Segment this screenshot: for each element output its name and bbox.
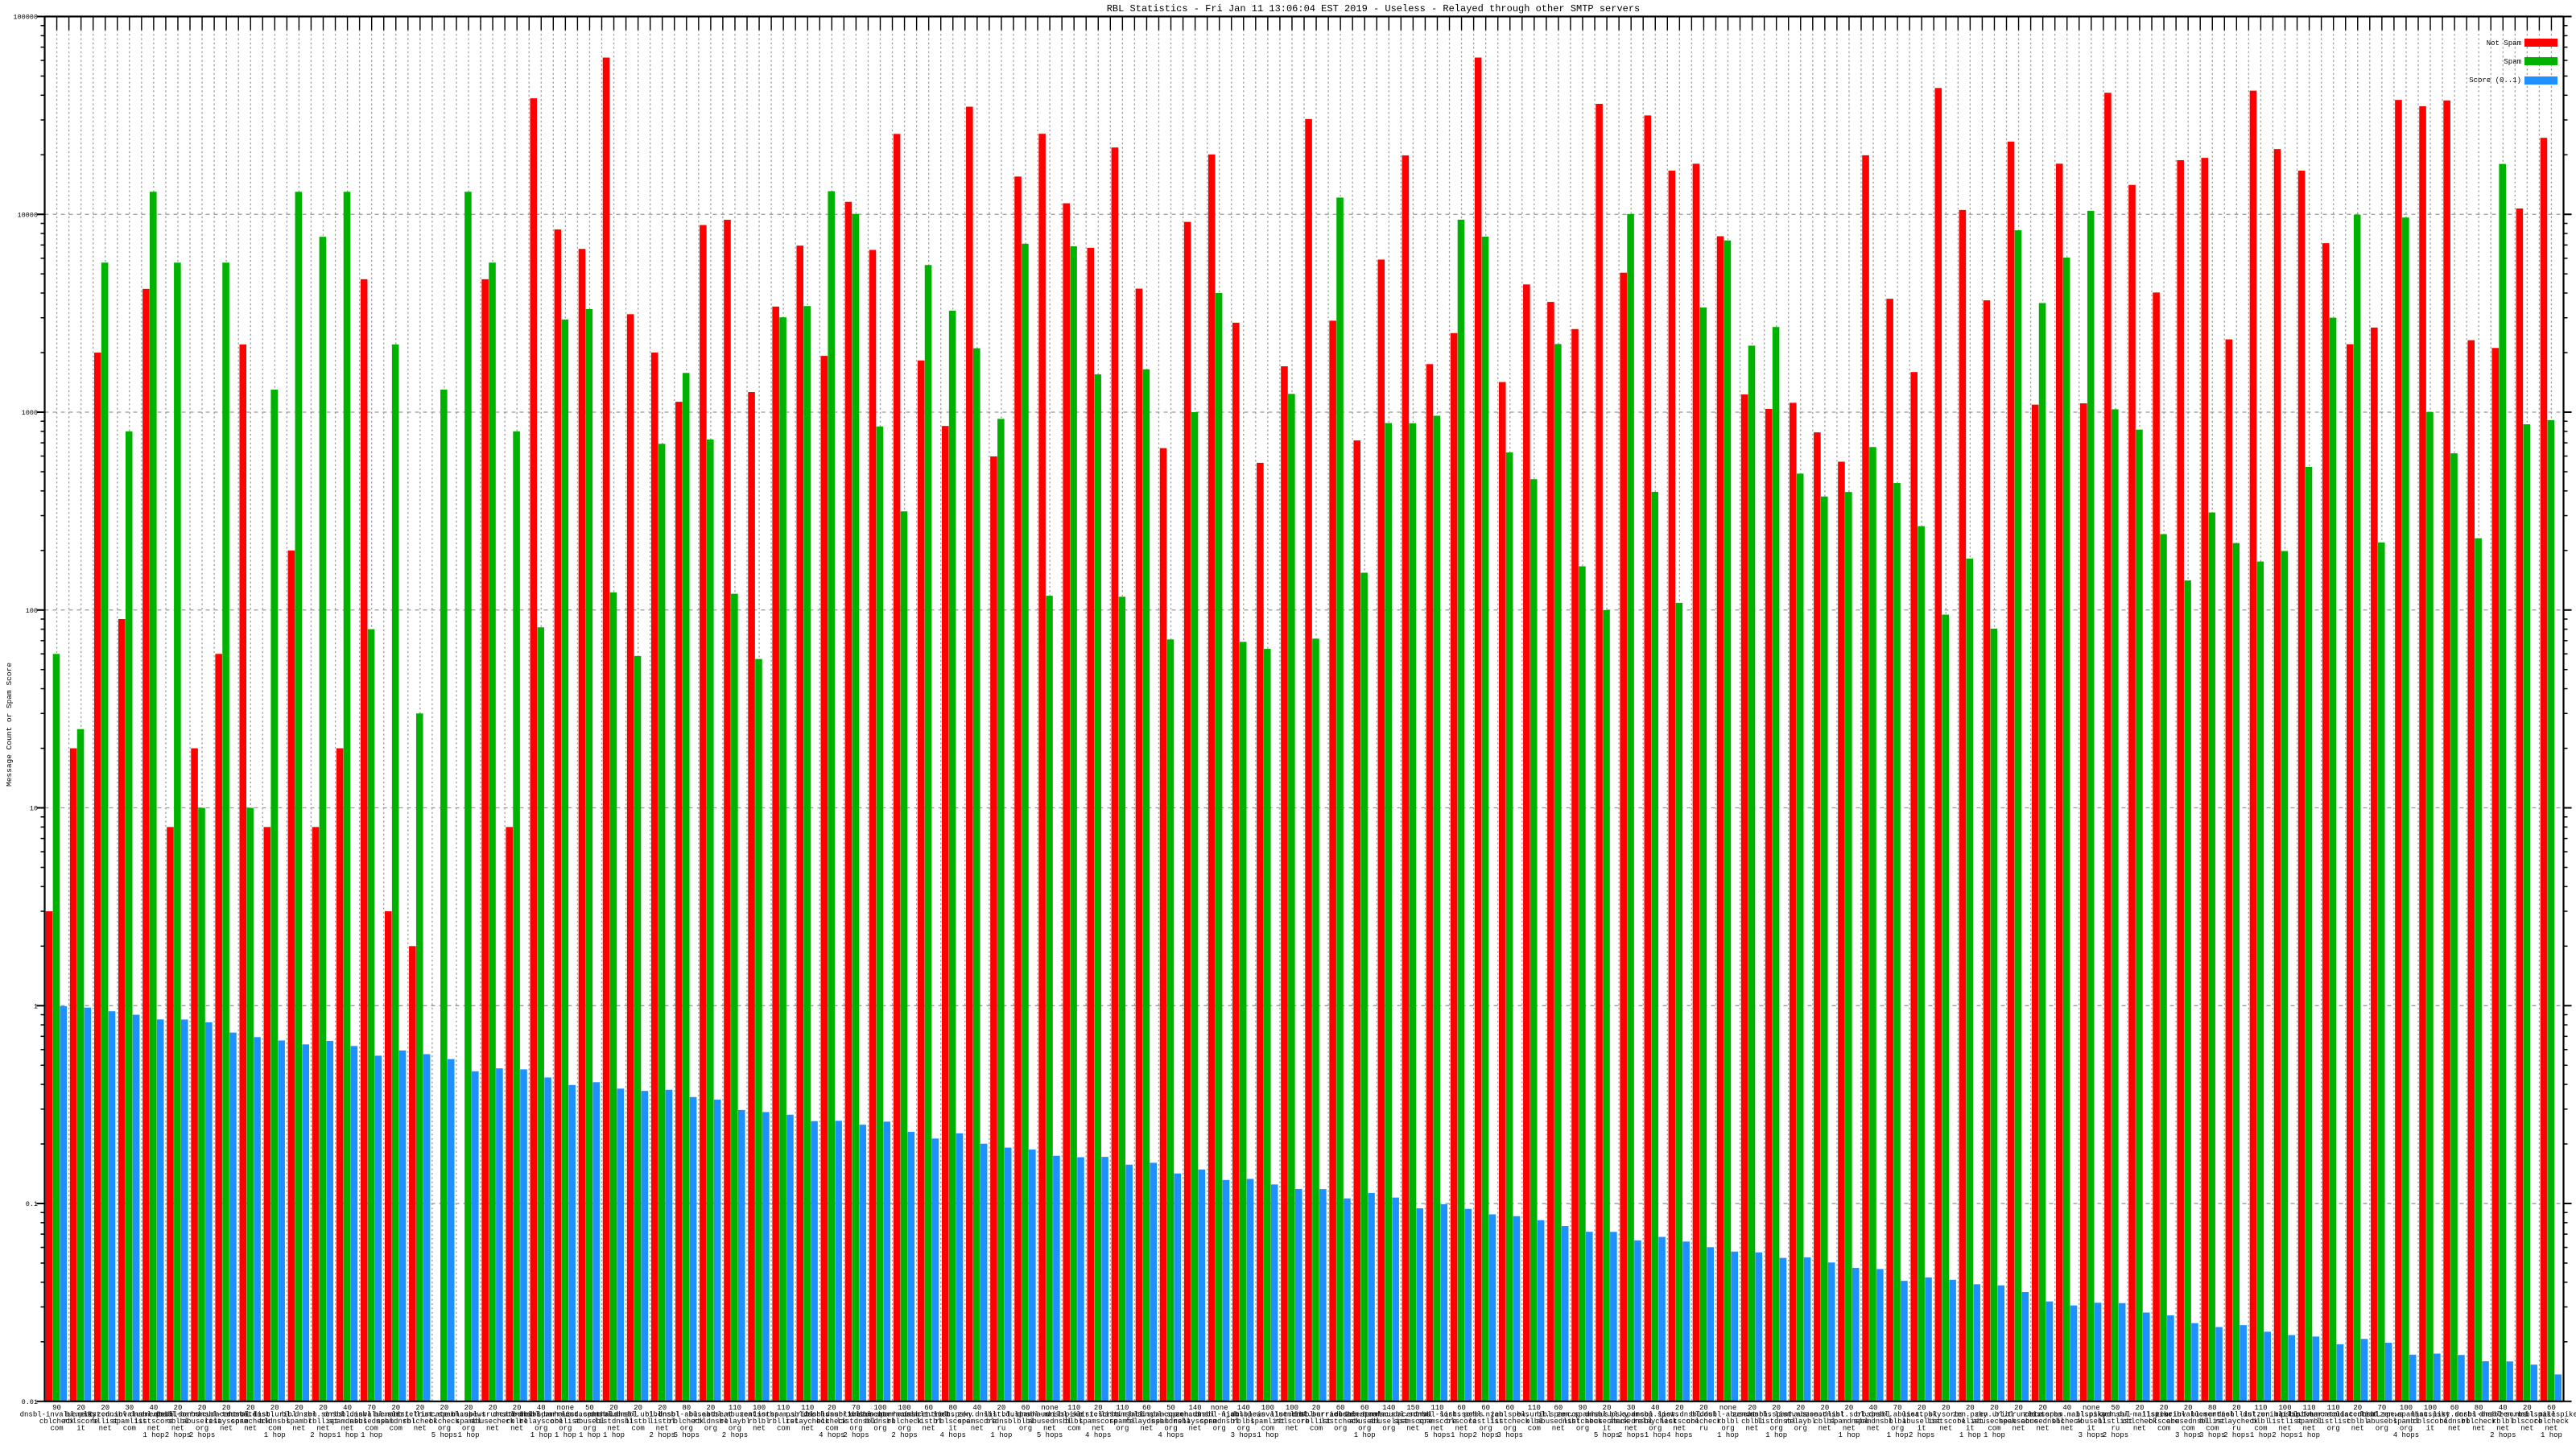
svg-text:org: org	[2327, 1424, 2340, 1432]
svg-text:Spam: Spam	[2504, 58, 2521, 66]
svg-text:2 hops: 2 hops	[650, 1431, 675, 1439]
svg-text:org: org	[1334, 1424, 1347, 1432]
svg-text:org: org	[704, 1424, 717, 1432]
svg-text:1 hop: 1 hop	[264, 1431, 286, 1439]
svg-text:1 hop: 1 hop	[1838, 1431, 1860, 1439]
svg-text:10: 10	[30, 805, 38, 813]
svg-text:2 hops: 2 hops	[891, 1431, 917, 1439]
svg-text:4 hops: 4 hops	[940, 1431, 966, 1439]
svg-text:1 hop: 1 hop	[579, 1431, 601, 1439]
svg-text:100000: 100000	[13, 14, 38, 22]
svg-text:net: net	[2448, 1424, 2461, 1432]
svg-text:Message Count or Spam Score: Message Count or Spam Score	[5, 663, 14, 786]
svg-text:net: net	[486, 1424, 499, 1432]
svg-text:Not Spam: Not Spam	[2487, 39, 2521, 47]
svg-text:2 hops: 2 hops	[2103, 1431, 2128, 1439]
svg-text:0.01: 0.01	[22, 1398, 38, 1406]
svg-text:1 hop: 1 hop	[530, 1431, 552, 1439]
svg-text:1 hop: 1 hop	[1765, 1431, 1787, 1439]
svg-text:2 hops: 2 hops	[310, 1431, 336, 1439]
svg-text:org: org	[1794, 1424, 1807, 1432]
svg-text:net: net	[292, 1424, 305, 1432]
svg-text:2 hops: 2 hops	[1618, 1431, 1644, 1439]
svg-text:net: net	[2520, 1424, 2533, 1432]
svg-text:net: net	[1867, 1424, 1880, 1432]
svg-text:1 hop: 1 hop	[1959, 1431, 1981, 1439]
svg-text:1 hop: 1 hop	[142, 1431, 164, 1439]
svg-text:2 hops: 2 hops	[189, 1431, 215, 1439]
svg-text:2 hops: 2 hops	[165, 1431, 191, 1439]
svg-text:org: org	[2376, 1424, 2388, 1432]
svg-text:2 hops: 2 hops	[2490, 1431, 2516, 1439]
svg-text:1 hop: 1 hop	[2298, 1431, 2320, 1439]
svg-text:net: net	[753, 1424, 766, 1432]
svg-text:4 hops: 4 hops	[1158, 1431, 1183, 1439]
svg-text:1000: 1000	[22, 409, 38, 417]
svg-text:net: net	[2133, 1424, 2146, 1432]
svg-text:5 hops: 5 hops	[1037, 1431, 1063, 1439]
svg-text:3 hops: 3 hops	[2199, 1431, 2225, 1439]
svg-text:com: com	[390, 1424, 402, 1432]
svg-text:net: net	[2472, 1424, 2485, 1432]
svg-text:com: com	[632, 1424, 645, 1432]
svg-text:2 hops: 2 hops	[843, 1431, 869, 1439]
svg-text:5 hops: 5 hops	[431, 1431, 457, 1439]
svg-text:4 hops: 4 hops	[1085, 1431, 1111, 1439]
svg-text:4 hops: 4 hops	[819, 1431, 844, 1439]
svg-text:net: net	[1939, 1424, 1952, 1432]
svg-text:1 hop: 1 hop	[1645, 1431, 1666, 1439]
svg-text:1 hop: 1 hop	[1887, 1431, 1909, 1439]
svg-text:1 hop: 1 hop	[1354, 1431, 1376, 1439]
svg-text:com: com	[50, 1424, 63, 1432]
svg-text:1 hop: 1 hop	[2250, 1431, 2272, 1439]
svg-text:2 hops: 2 hops	[2272, 1431, 2297, 1439]
svg-text:2 hops: 2 hops	[1472, 1431, 1498, 1439]
svg-text:1 hop: 1 hop	[555, 1431, 576, 1439]
svg-text:net: net	[244, 1424, 257, 1432]
svg-text:0.1: 0.1	[26, 1200, 38, 1208]
svg-text:1 hop: 1 hop	[1717, 1431, 1739, 1439]
svg-text:net: net	[2351, 1424, 2364, 1432]
svg-text:net: net	[2037, 1424, 2050, 1432]
svg-text:net: net	[923, 1424, 935, 1432]
svg-text:3 hops: 3 hops	[1231, 1431, 1257, 1439]
svg-text:net: net	[414, 1424, 427, 1432]
svg-text:Score (0..1): Score (0..1)	[2469, 76, 2521, 85]
svg-text:3 hops: 3 hops	[2175, 1431, 2201, 1439]
svg-text:net: net	[2061, 1424, 2074, 1432]
svg-text:3 hops: 3 hops	[1497, 1431, 1523, 1439]
svg-text:3 hops: 3 hops	[2079, 1431, 2104, 1439]
svg-text:100: 100	[26, 607, 38, 615]
svg-text:1: 1	[34, 1002, 38, 1010]
svg-text:ru: ru	[1699, 1424, 1708, 1432]
svg-text:2 hops: 2 hops	[1909, 1431, 1934, 1439]
svg-text:net: net	[1286, 1424, 1298, 1432]
svg-text:1 hop: 1 hop	[603, 1431, 625, 1439]
svg-text:4 hops: 4 hops	[1666, 1431, 1692, 1439]
svg-text:net: net	[801, 1424, 814, 1432]
svg-text:5 hops: 5 hops	[1424, 1431, 1450, 1439]
svg-text:5 hops: 5 hops	[1594, 1431, 1620, 1439]
svg-text:it: it	[76, 1424, 85, 1432]
svg-text:1 hop: 1 hop	[1257, 1431, 1278, 1439]
svg-text:10000: 10000	[17, 211, 38, 219]
svg-text:2 hops: 2 hops	[2223, 1431, 2249, 1439]
svg-text:1 hop: 1 hop	[336, 1431, 358, 1439]
svg-text:org: org	[873, 1424, 886, 1432]
svg-text:5 hops: 5 hops	[674, 1431, 700, 1439]
svg-text:1 hop: 1 hop	[1984, 1431, 2005, 1439]
svg-text:1 hop: 1 hop	[361, 1431, 382, 1439]
svg-text:2 hops: 2 hops	[722, 1431, 748, 1439]
svg-text:RBL Statistics - Fri Jan 11 13: RBL Statistics - Fri Jan 11 13:06:04 EST…	[1107, 3, 1641, 14]
svg-text:net: net	[971, 1424, 984, 1432]
svg-text:1 hop: 1 hop	[990, 1431, 1012, 1439]
svg-text:1 hop: 1 hop	[458, 1431, 480, 1439]
svg-text:net: net	[99, 1424, 112, 1432]
svg-text:org: org	[1213, 1424, 1226, 1432]
svg-text:1 hop: 1 hop	[1451, 1431, 1472, 1439]
svg-text:4 hops: 4 hops	[2393, 1431, 2419, 1439]
svg-text:1 hop: 1 hop	[2541, 1431, 2562, 1439]
svg-text:it: it	[2426, 1424, 2435, 1432]
